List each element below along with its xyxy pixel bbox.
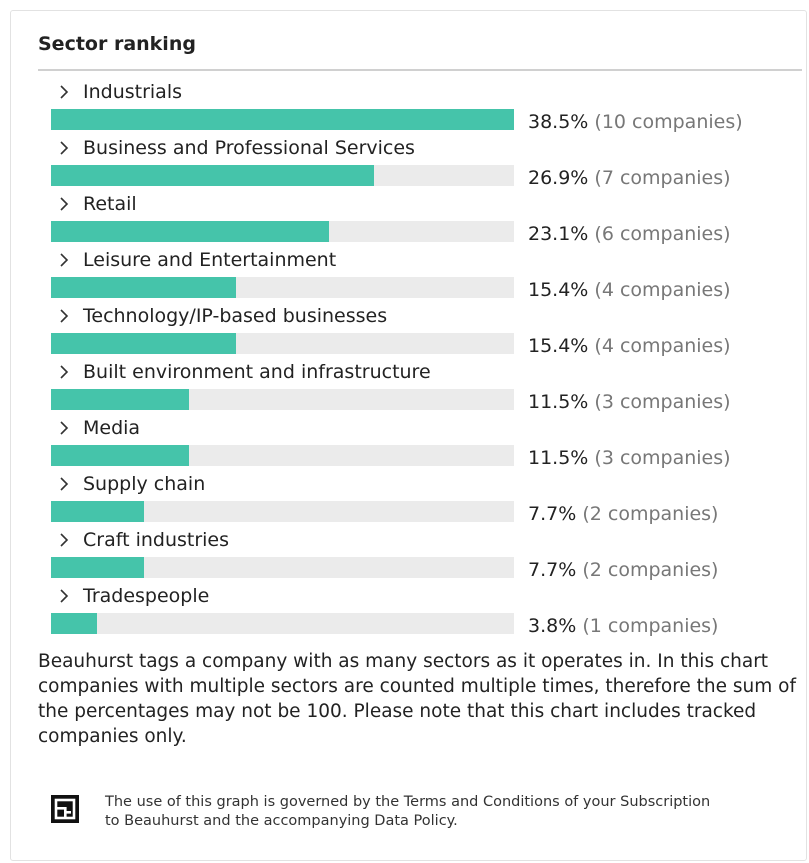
sector-row[interactable]: Business and Professional Services 26.9% … — [11, 137, 806, 194]
bar-track — [51, 557, 514, 578]
percentage-label: 23.1% — [528, 223, 589, 245]
sector-row[interactable]: Leisure and Entertainment 15.4% (4 compan… — [11, 249, 806, 306]
sector-row[interactable]: Supply chain 7.7% (2 companies) — [11, 473, 806, 530]
terms-text: The use of this graph is governed by the… — [105, 794, 711, 829]
sector-label: Retail — [83, 193, 137, 215]
bar — [51, 109, 514, 130]
company-count-label: (1 companies) — [582, 615, 719, 637]
bar — [51, 445, 190, 466]
bar — [51, 501, 144, 522]
bar — [51, 221, 329, 242]
sector-label: Tradespeople — [83, 585, 210, 607]
sector-row[interactable]: Craft industries 7.7% (2 companies) — [11, 529, 806, 586]
bar — [51, 613, 97, 634]
percentage-label: 38.5% — [528, 111, 589, 133]
data-label: 26.9% (7 companies) — [528, 167, 731, 189]
company-count-label: (6 companies) — [594, 223, 731, 245]
sector-row[interactable]: Built environment and infrastructure 11.5… — [11, 361, 806, 418]
chart-footnote: Beauhurst tags a company with as many se… — [38, 651, 796, 747]
chevron-right-icon[interactable] — [57, 138, 73, 158]
chevron-right-icon[interactable] — [57, 82, 73, 102]
sector-row[interactable]: Media 11.5% (3 companies) — [11, 417, 806, 474]
card-title: Sector ranking — [38, 33, 196, 55]
data-label: 3.8% (1 companies) — [528, 615, 718, 637]
company-count-label: (3 companies) — [594, 391, 731, 413]
percentage-label: 15.4% — [528, 335, 589, 357]
data-label: 7.7% (2 companies) — [528, 559, 718, 581]
sector-label: Leisure and Entertainment — [83, 249, 337, 271]
chevron-right-icon[interactable] — [57, 306, 73, 326]
company-count-label: (4 companies) — [594, 335, 731, 357]
chevron-right-icon[interactable] — [57, 362, 73, 382]
sector-label: Craft industries — [83, 529, 230, 551]
percentage-label: 11.5% — [528, 447, 589, 469]
sector-row[interactable]: Retail 23.1% (6 companies) — [11, 193, 806, 250]
sector-ranking-card: Sector ranking Industrials 38.5% (10 comp… — [10, 10, 807, 861]
bar — [51, 277, 237, 298]
bar — [51, 333, 237, 354]
data-label: 15.4% (4 companies) — [528, 279, 731, 301]
bar-track — [51, 613, 514, 634]
company-count-label: (2 companies) — [582, 503, 719, 525]
sector-row[interactable]: Industrials 38.5% (10 companies) — [11, 81, 806, 138]
beauhurst-logo — [51, 795, 79, 823]
chevron-right-icon[interactable] — [57, 474, 73, 494]
terms-notice: The use of this graph is governed by the… — [51, 791, 791, 851]
sector-label: Built environment and infrastructure — [83, 361, 431, 383]
sector-row[interactable]: Tradespeople 3.8% (1 companies) — [11, 585, 806, 642]
data-label: 7.7% (2 companies) — [528, 503, 718, 525]
bar — [51, 557, 144, 578]
bar-track — [51, 501, 514, 522]
company-count-label: (4 companies) — [594, 279, 731, 301]
chevron-right-icon[interactable] — [57, 418, 73, 438]
bar-track — [51, 277, 514, 298]
percentage-label: 7.7% — [528, 503, 577, 525]
data-label: 15.4% (4 companies) — [528, 335, 731, 357]
data-label: 38.5% (10 companies) — [528, 111, 743, 133]
data-label: 11.5% (3 companies) — [528, 447, 731, 469]
chevron-right-icon[interactable] — [57, 194, 73, 214]
percentage-label: 26.9% — [528, 167, 589, 189]
percentage-label: 3.8% — [528, 615, 577, 637]
company-count-label: (3 companies) — [594, 447, 731, 469]
percentage-label: 7.7% — [528, 559, 577, 581]
bar-track — [51, 389, 514, 410]
bar-track — [51, 221, 514, 242]
title-divider — [38, 69, 802, 71]
company-count-label: (10 companies) — [594, 111, 743, 133]
bar-track — [51, 333, 514, 354]
sector-label: Technology/IP-based businesses — [83, 305, 388, 327]
bar — [51, 389, 190, 410]
sector-row[interactable]: Technology/IP-based businesses 15.4% (4 c… — [11, 305, 806, 362]
chevron-right-icon[interactable] — [57, 586, 73, 606]
sector-label: Media — [83, 417, 141, 439]
company-count-label: (2 companies) — [582, 559, 719, 581]
chevron-right-icon[interactable] — [57, 250, 73, 270]
chevron-right-icon[interactable] — [57, 530, 73, 550]
percentage-label: 11.5% — [528, 391, 589, 413]
bar-track — [51, 109, 514, 130]
bar — [51, 165, 375, 186]
bar-track — [51, 165, 514, 186]
sector-label: Supply chain — [83, 473, 206, 495]
sector-label: Business and Professional Services — [83, 137, 415, 159]
data-label: 11.5% (3 companies) — [528, 391, 731, 413]
sector-label: Industrials — [83, 81, 183, 103]
bar-track — [51, 445, 514, 466]
company-count-label: (7 companies) — [594, 167, 731, 189]
percentage-label: 15.4% — [528, 279, 589, 301]
data-label: 23.1% (6 companies) — [528, 223, 731, 245]
